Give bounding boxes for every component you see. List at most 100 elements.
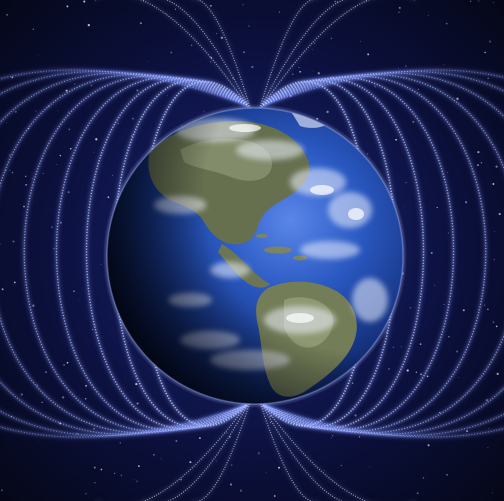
star bbox=[495, 325, 498, 328]
star bbox=[11, 171, 14, 174]
star bbox=[230, 464, 233, 466]
star bbox=[66, 361, 69, 364]
star bbox=[198, 437, 201, 440]
field-line bbox=[0, 72, 248, 435]
star bbox=[395, 138, 397, 141]
star bbox=[354, 414, 357, 417]
star bbox=[443, 64, 445, 66]
star bbox=[456, 97, 459, 100]
star bbox=[493, 2, 494, 3]
star bbox=[32, 304, 35, 307]
star bbox=[400, 346, 402, 348]
field-line bbox=[95, 398, 252, 501]
star bbox=[135, 383, 138, 386]
star bbox=[153, 453, 155, 456]
star bbox=[443, 303, 445, 305]
star bbox=[90, 84, 93, 87]
star bbox=[417, 88, 420, 91]
star bbox=[374, 85, 377, 88]
star bbox=[84, 18, 86, 20]
star bbox=[398, 6, 401, 9]
star bbox=[278, 466, 280, 469]
field-line bbox=[258, 398, 415, 501]
star bbox=[412, 120, 415, 124]
star bbox=[84, 397, 87, 400]
star bbox=[25, 175, 27, 177]
star bbox=[134, 478, 135, 480]
star bbox=[369, 466, 371, 468]
star bbox=[470, 0, 472, 2]
field-line bbox=[0, 69, 248, 438]
star bbox=[313, 42, 316, 44]
star bbox=[496, 372, 499, 376]
star bbox=[489, 40, 492, 43]
field-line bbox=[0, 74, 248, 434]
star bbox=[0, 243, 1, 245]
star bbox=[189, 461, 192, 464]
star bbox=[12, 240, 15, 243]
star bbox=[299, 70, 302, 73]
star bbox=[448, 336, 450, 338]
star bbox=[85, 493, 87, 495]
star bbox=[44, 371, 47, 374]
star bbox=[330, 437, 332, 439]
star bbox=[166, 95, 168, 97]
star bbox=[51, 226, 53, 229]
star bbox=[25, 184, 27, 186]
star bbox=[93, 151, 95, 153]
star bbox=[87, 23, 90, 27]
star bbox=[487, 308, 489, 311]
star bbox=[23, 205, 25, 208]
star bbox=[477, 164, 479, 167]
star bbox=[388, 367, 391, 370]
star bbox=[41, 401, 43, 404]
star bbox=[93, 466, 96, 469]
star bbox=[138, 465, 140, 467]
star bbox=[311, 71, 313, 72]
star bbox=[14, 110, 17, 113]
star bbox=[447, 232, 450, 234]
star bbox=[465, 201, 468, 204]
star bbox=[273, 495, 276, 497]
star bbox=[405, 65, 407, 67]
star bbox=[447, 172, 449, 174]
star bbox=[107, 196, 110, 199]
star bbox=[175, 440, 178, 442]
star bbox=[61, 396, 65, 399]
star bbox=[292, 73, 294, 75]
field-line bbox=[258, 398, 367, 501]
field-line bbox=[143, 398, 252, 501]
star bbox=[100, 263, 102, 265]
star bbox=[491, 492, 493, 494]
star bbox=[83, 0, 86, 3]
star bbox=[419, 343, 422, 345]
star bbox=[358, 436, 361, 438]
star bbox=[113, 472, 116, 475]
star bbox=[332, 435, 334, 437]
star bbox=[487, 447, 489, 449]
star bbox=[420, 373, 422, 376]
star bbox=[136, 480, 138, 482]
star bbox=[77, 299, 79, 301]
star bbox=[317, 72, 320, 75]
field-line bbox=[0, 71, 248, 437]
star bbox=[436, 206, 438, 209]
star bbox=[170, 51, 173, 54]
star bbox=[69, 81, 71, 83]
star bbox=[35, 110, 37, 112]
star bbox=[59, 221, 63, 224]
star bbox=[415, 371, 418, 374]
star bbox=[160, 458, 162, 460]
star bbox=[95, 138, 98, 141]
star bbox=[6, 14, 8, 16]
field-line bbox=[143, 0, 252, 112]
star bbox=[59, 154, 62, 157]
star bbox=[136, 89, 139, 92]
star bbox=[94, 482, 96, 484]
star bbox=[132, 117, 135, 120]
star bbox=[6, 122, 8, 124]
star bbox=[69, 147, 72, 150]
star bbox=[56, 164, 58, 165]
